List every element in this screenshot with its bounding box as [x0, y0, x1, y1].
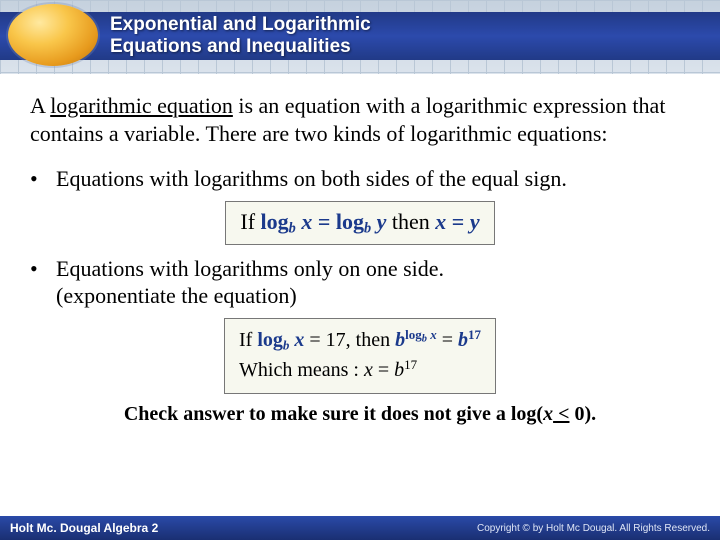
f1-rhs: x = y — [435, 209, 479, 234]
title-line-1: Exponential and Logarithmic — [110, 14, 371, 35]
formula-2: If logb x = 17, then blogb x = b17 Which… — [224, 318, 496, 394]
f2-line2: Which means : x = b17 — [239, 359, 417, 381]
f1-lhs: logb x = logb y — [261, 209, 387, 234]
slide-footer: Holt Mc. Dougal Algebra 2 Copyright © by… — [0, 516, 720, 540]
f1-then: then — [386, 209, 435, 234]
footer-left: Holt Mc. Dougal Algebra 2 — [10, 521, 158, 535]
bullet-1-text: Equations with logarithms on both sides … — [56, 165, 690, 193]
title-line-2: Equations and Inequalities — [110, 36, 351, 57]
slide-title: Exponential and Logarithmic Equations an… — [110, 14, 371, 58]
intro-pre: A — [30, 93, 50, 118]
defined-term: logarithmic equation — [50, 93, 233, 118]
intro-paragraph: A logarithmic equation is an equation wi… — [30, 92, 690, 147]
bullet-2: • Equations with logarithms only on one … — [30, 255, 690, 310]
f1-if: If — [240, 209, 260, 234]
formula-1-container: If logb x = logb y then x = y — [30, 201, 690, 245]
slide-header: Exponential and Logarithmic Equations an… — [0, 0, 720, 74]
footer-right: Copyright © by Holt Mc Dougal. All Right… — [477, 523, 710, 534]
check-note: Check answer to make sure it does not gi… — [30, 402, 690, 427]
bullet-dot-icon: • — [30, 165, 56, 193]
formula-1: If logb x = logb y then x = y — [225, 201, 494, 245]
bullet-dot-icon: • — [30, 255, 56, 310]
header-ellipse-icon — [8, 4, 98, 66]
bullet-1: • Equations with logarithms on both side… — [30, 165, 690, 193]
slide-content: A logarithmic equation is an equation wi… — [0, 74, 720, 427]
f2-line1: If logb x = 17, then blogb x = b17 — [239, 329, 481, 351]
formula-2-container: If logb x = 17, then blogb x = b17 Which… — [30, 318, 690, 394]
bullet-2-text: Equations with logarithms only on one si… — [56, 255, 690, 310]
